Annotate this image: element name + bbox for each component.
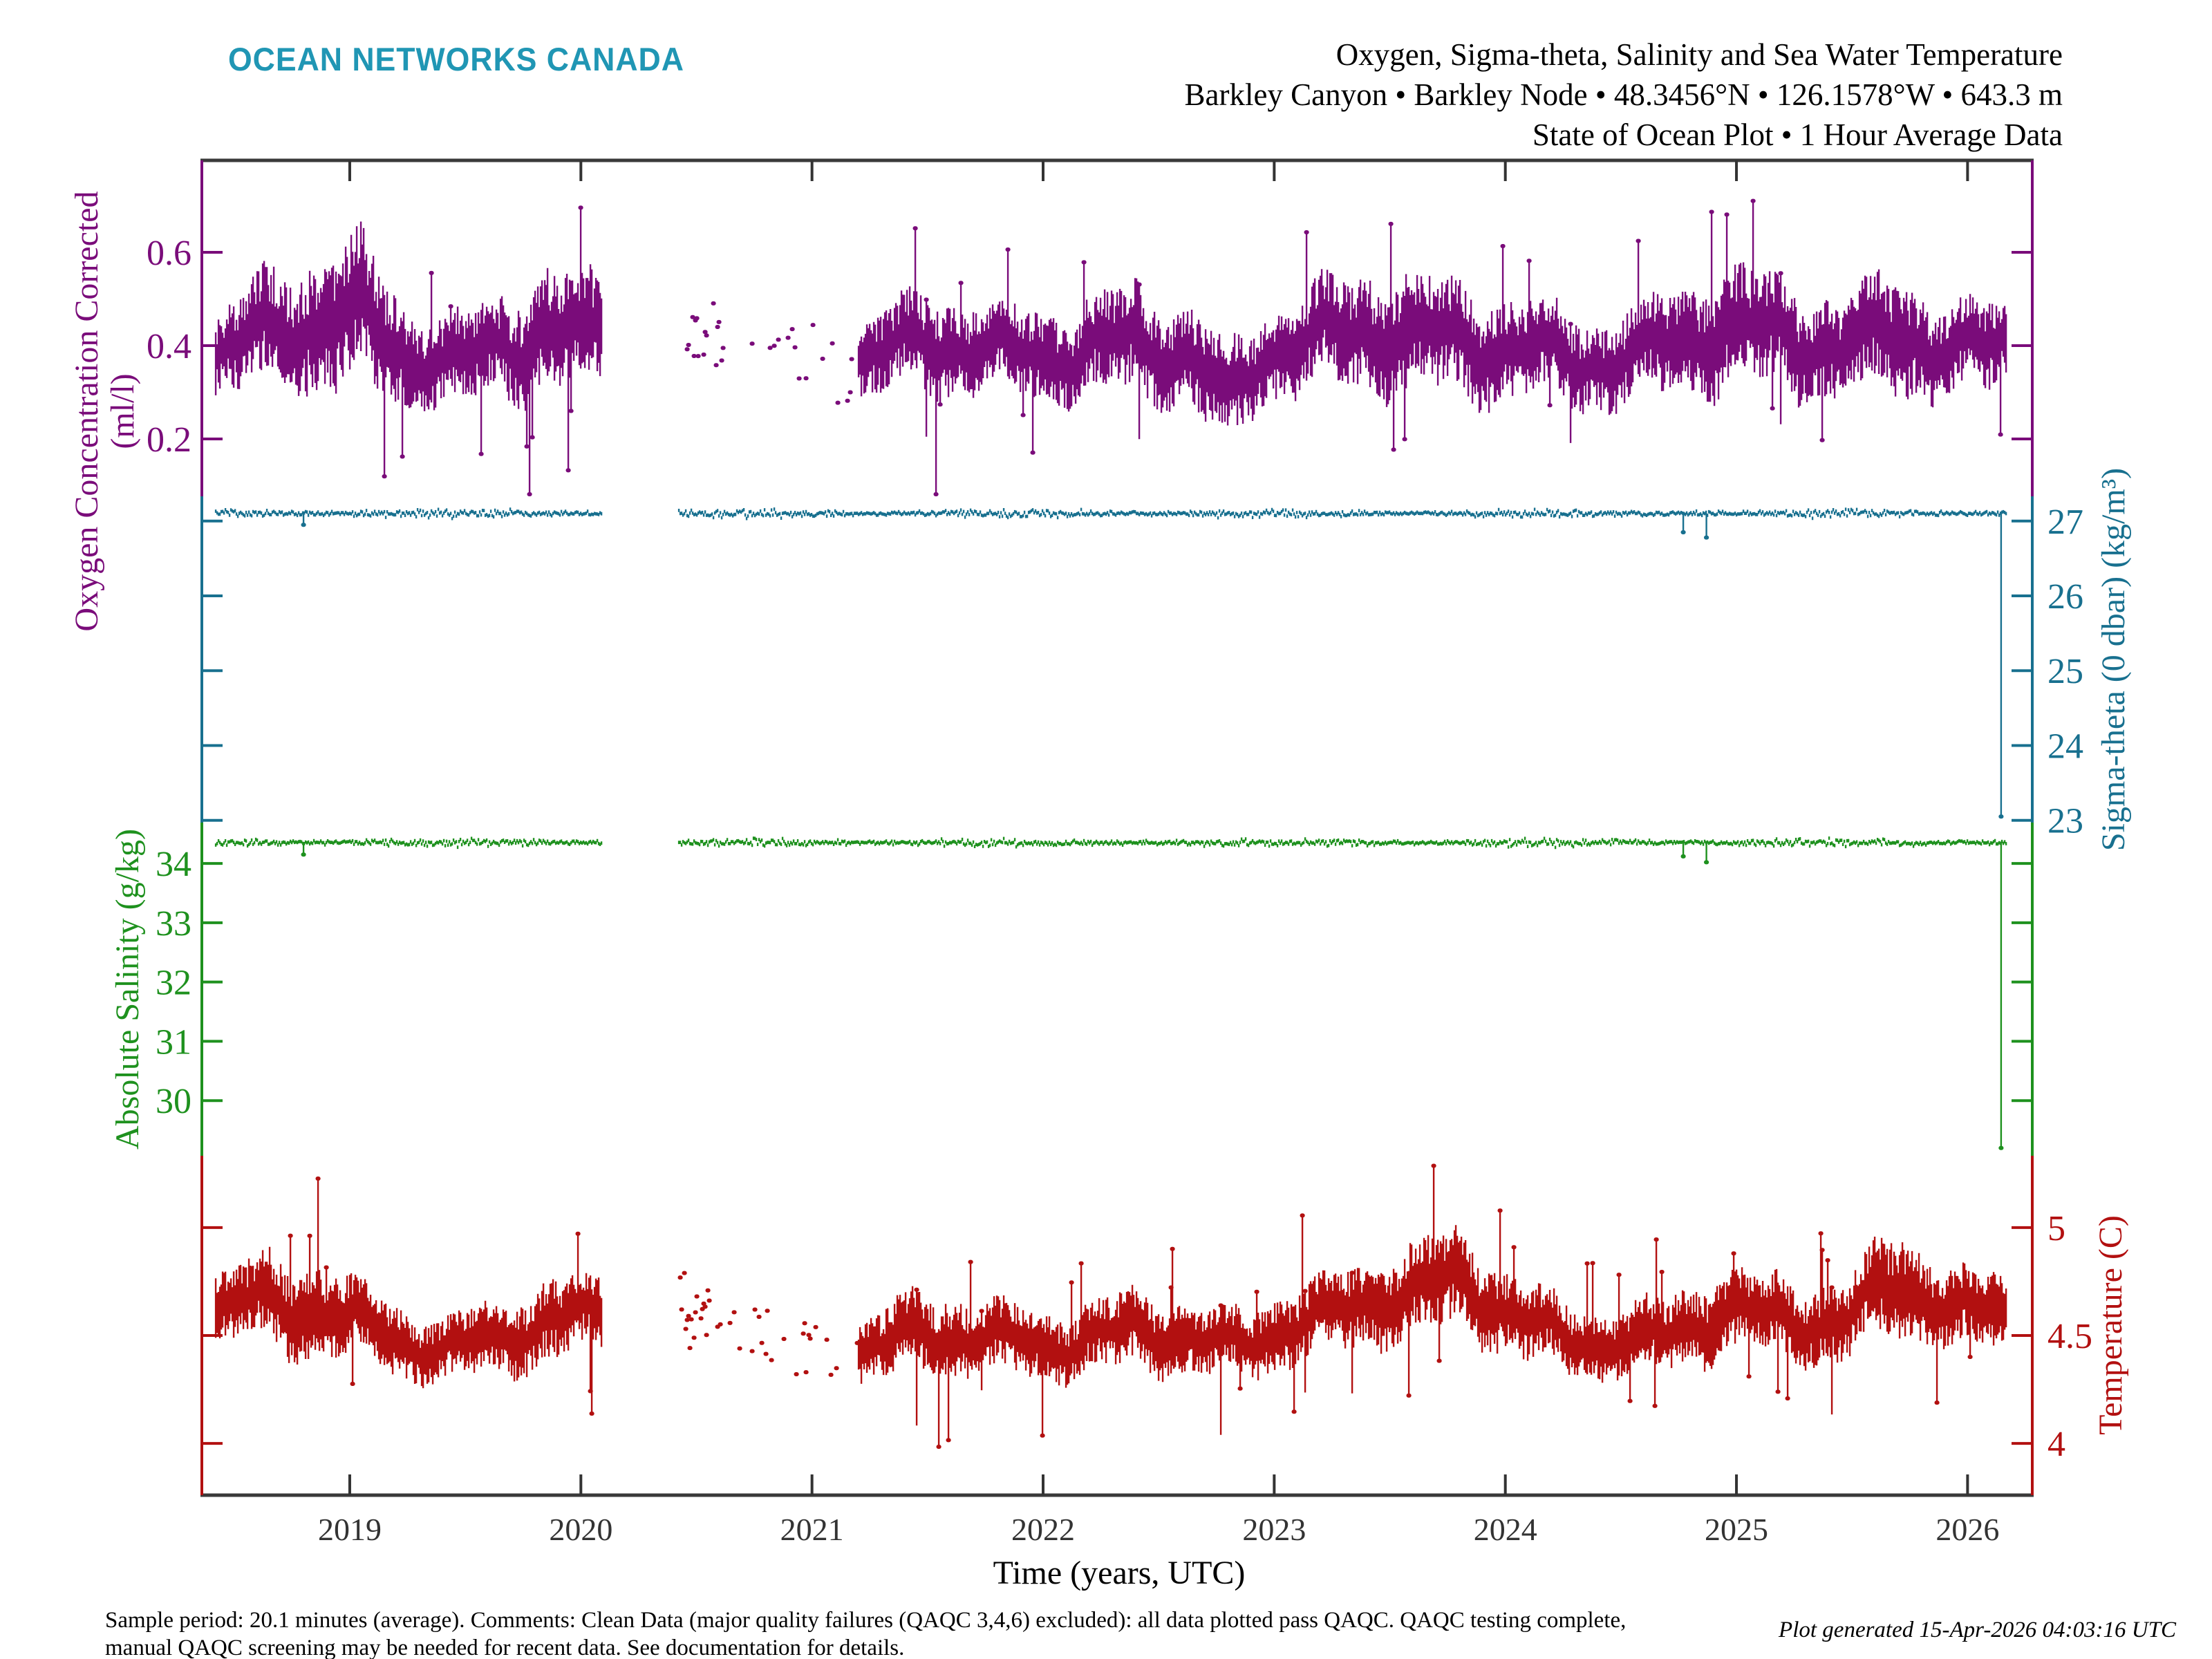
svg-text:30: 30	[156, 1082, 191, 1121]
svg-text:4: 4	[2047, 1425, 2065, 1464]
svg-text:4.5: 4.5	[2047, 1317, 2092, 1356]
footer-comments: Sample period: 20.1 minutes (average). C…	[105, 1606, 1626, 1659]
svg-text:31: 31	[156, 1022, 191, 1062]
svg-text:32: 32	[156, 964, 191, 1003]
oxygen-axis-title-line1: Oxygen Concentration Corrected	[68, 191, 105, 632]
svg-text:0.2: 0.2	[147, 420, 191, 460]
svg-text:2024: 2024	[1474, 1512, 1537, 1547]
title-line-3: State of Ocean Plot • 1 Hour Average Dat…	[1532, 118, 2063, 152]
svg-text:23: 23	[2047, 802, 2083, 841]
svg-text:2022: 2022	[1011, 1512, 1075, 1547]
footer-line-2: manual QAQC screening may be needed for …	[105, 1635, 905, 1659]
svg-text:2025: 2025	[1705, 1512, 1768, 1547]
title-line-2: Barkley Canyon • Barkley Node • 48.3456°…	[1184, 77, 2063, 112]
svg-text:2026: 2026	[1936, 1512, 1999, 1547]
svg-text:26: 26	[2047, 577, 2083, 617]
oxygen-axis-title-units: (ml/l)	[104, 373, 141, 449]
svg-text:2023: 2023	[1242, 1512, 1306, 1547]
svg-text:0.6: 0.6	[147, 234, 191, 273]
svg-text:27: 27	[2047, 503, 2083, 542]
onc-logo: OCEAN NETWORKS CANADA	[228, 41, 684, 77]
plot-generated-timestamp: Plot generated 15-Apr-2026 04:03:16 UTC	[1779, 1618, 2176, 1642]
temperature-axis-title: Temperature (C)	[2092, 1215, 2129, 1436]
salinity-axis-title: Absolute Salinity (g/kg)	[109, 828, 146, 1150]
svg-text:5: 5	[2047, 1209, 2065, 1248]
svg-text:2020: 2020	[549, 1512, 612, 1547]
oxygen-axis-title: Oxygen Concentration Corrected (ml/l)	[68, 100, 141, 722]
svg-text:2019: 2019	[318, 1512, 382, 1547]
footer-line-1: Sample period: 20.1 minutes (average). C…	[105, 1608, 1627, 1633]
svg-text:33: 33	[156, 904, 191, 944]
x-axis-title: Time (years, UTC)	[993, 1555, 1246, 1591]
plot-title: Oxygen, Sigma-theta, Salinity and Sea Wa…	[1184, 35, 2063, 155]
svg-text:25: 25	[2047, 652, 2083, 691]
svg-text:34: 34	[156, 845, 191, 884]
svg-text:24: 24	[2047, 727, 2083, 766]
sigma-theta-axis-title: Sigma-theta (0 dbar) (kg/m³)	[2095, 467, 2132, 852]
title-line-1: Oxygen, Sigma-theta, Salinity and Sea Wa…	[1335, 37, 2063, 72]
svg-text:0.4: 0.4	[147, 327, 191, 366]
svg-text:2021: 2021	[780, 1512, 844, 1547]
